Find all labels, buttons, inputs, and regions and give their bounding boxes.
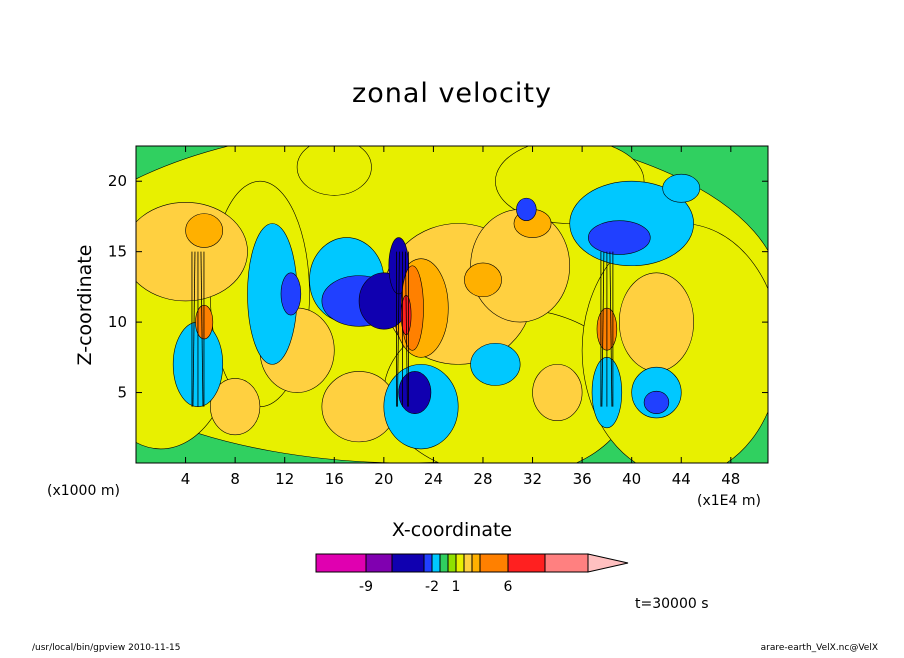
contour-region bbox=[464, 262, 502, 298]
colorbar-swatch bbox=[391, 553, 425, 573]
contour-region bbox=[210, 378, 261, 436]
colorbar-tick-label: 6 bbox=[504, 579, 513, 595]
x-axis-ticks: 4 8 12 16 20 24 28 32 36 40 44 48 bbox=[181, 146, 740, 488]
footer-right: arare-earth_VelX.nc@VelX bbox=[761, 643, 878, 653]
wave-streak bbox=[192, 251, 196, 407]
contour-region bbox=[296, 146, 372, 196]
x-tick-label: 24 bbox=[424, 470, 443, 488]
contour-region bbox=[618, 272, 694, 372]
wave-streak bbox=[397, 251, 400, 407]
x-tick-label: 48 bbox=[721, 470, 740, 488]
plot-frame bbox=[135, 145, 769, 464]
contour-region bbox=[662, 173, 701, 203]
contour-region bbox=[136, 202, 248, 302]
x-tick-label: 12 bbox=[275, 470, 294, 488]
y-tick-label: 20 bbox=[108, 172, 127, 190]
colorbar-swatch bbox=[431, 553, 441, 573]
colorbar-tick-label: 1 bbox=[452, 579, 461, 595]
y-axis-title: Z-coordinate bbox=[74, 245, 96, 366]
colorbar-swatch bbox=[507, 553, 546, 573]
colorbar bbox=[315, 553, 629, 573]
y-tick-label: 10 bbox=[108, 313, 127, 331]
contour-region bbox=[588, 220, 651, 255]
x-tick-label: 40 bbox=[622, 470, 641, 488]
plot-area bbox=[136, 146, 768, 463]
contour-region bbox=[398, 371, 432, 414]
footer-left: /usr/local/bin/gpview 2010-11-15 bbox=[32, 643, 180, 653]
x-tick-label: 16 bbox=[325, 470, 344, 488]
wave-streak bbox=[609, 251, 613, 407]
contour-region bbox=[532, 364, 583, 422]
colorbar-swatch bbox=[447, 553, 457, 573]
colorbar-swatch bbox=[471, 553, 481, 573]
colorbar-swatch bbox=[439, 553, 449, 573]
colorbar-swatch bbox=[365, 553, 393, 573]
colorbar-swatch bbox=[423, 553, 433, 573]
x-tick-label: 32 bbox=[523, 470, 542, 488]
colorbar-extension-arrow bbox=[587, 553, 629, 573]
x-scale-label: (x1E4 m) bbox=[697, 493, 761, 509]
colorbar-swatch bbox=[544, 553, 589, 573]
x-tick-label: 4 bbox=[181, 470, 191, 488]
x-axis-title: X-coordinate bbox=[392, 519, 512, 541]
colorbar-swatch bbox=[479, 553, 509, 573]
wave-streak bbox=[405, 251, 408, 407]
colorbar-tick-labels: -9 -2 1 6 bbox=[359, 579, 513, 595]
x-tick-label: 8 bbox=[230, 470, 240, 488]
contour-region bbox=[470, 342, 521, 386]
colorbar-swatch bbox=[315, 553, 367, 573]
x-tick-label: 28 bbox=[473, 470, 492, 488]
colorbar-tick-label: -2 bbox=[425, 579, 439, 595]
contour-fields bbox=[136, 146, 768, 463]
colorbar-tick-label: -9 bbox=[359, 579, 373, 595]
contour-region bbox=[643, 390, 670, 414]
wave-streak bbox=[601, 251, 605, 407]
y-tick-label: 15 bbox=[108, 243, 127, 261]
x-units-label: (x1000 m) bbox=[47, 483, 120, 499]
time-label: t=30000 s bbox=[635, 596, 709, 612]
wave-streak bbox=[200, 251, 204, 407]
colorbar-swatch bbox=[455, 553, 465, 573]
x-tick-label: 44 bbox=[672, 470, 691, 488]
x-tick-label: 20 bbox=[374, 470, 393, 488]
chart-title: zonal velocity bbox=[352, 78, 552, 109]
contour-region bbox=[516, 197, 537, 221]
contour-region bbox=[280, 272, 302, 316]
colorbar-swatch bbox=[463, 553, 473, 573]
y-axis-ticks: 5 10 15 20 bbox=[108, 172, 768, 402]
y-tick-label: 5 bbox=[117, 384, 127, 402]
x-tick-label: 36 bbox=[573, 470, 592, 488]
contour-region bbox=[185, 213, 224, 248]
